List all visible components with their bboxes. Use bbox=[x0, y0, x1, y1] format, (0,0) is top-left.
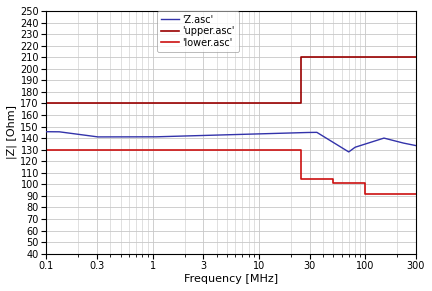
Line: 'upper.asc': 'upper.asc' bbox=[47, 57, 416, 103]
'upper.asc' bbox=[299, 55, 304, 59]
'Z.asc' bbox=[413, 144, 419, 147]
'lower.asc' bbox=[44, 148, 49, 151]
'Z.asc' bbox=[44, 130, 49, 134]
X-axis label: Frequency [MHz]: Frequency [MHz] bbox=[184, 274, 278, 284]
Line: 'lower.asc': 'lower.asc' bbox=[47, 150, 416, 194]
'lower.asc' bbox=[330, 177, 336, 180]
'lower.asc' bbox=[413, 192, 419, 195]
Y-axis label: |Z| [Ohm]: |Z| [Ohm] bbox=[7, 105, 17, 159]
'lower.asc' bbox=[299, 177, 304, 180]
'lower.asc' bbox=[362, 192, 368, 195]
'lower.asc' bbox=[362, 181, 368, 185]
'Z.asc' bbox=[366, 141, 372, 145]
'upper.asc' bbox=[299, 102, 304, 105]
'Z.asc' bbox=[202, 134, 207, 137]
'Z.asc' bbox=[406, 142, 411, 146]
'upper.asc' bbox=[413, 55, 419, 59]
'Z.asc' bbox=[185, 134, 191, 138]
'Z.asc' bbox=[108, 135, 113, 139]
Line: 'Z.asc': 'Z.asc' bbox=[47, 132, 416, 152]
'Z.asc' bbox=[346, 150, 351, 154]
'lower.asc' bbox=[330, 181, 336, 185]
'lower.asc' bbox=[299, 148, 304, 151]
'upper.asc' bbox=[44, 102, 49, 105]
Legend: 'Z.asc', 'upper.asc', 'lower.asc': 'Z.asc', 'upper.asc', 'lower.asc' bbox=[157, 11, 239, 52]
'Z.asc' bbox=[86, 134, 91, 138]
